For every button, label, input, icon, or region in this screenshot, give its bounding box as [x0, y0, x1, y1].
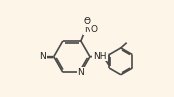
Text: O: O	[84, 17, 91, 26]
Text: −: −	[83, 15, 89, 24]
Text: N: N	[39, 52, 46, 61]
Text: O: O	[91, 25, 98, 34]
Text: +: +	[87, 24, 93, 30]
Text: N: N	[77, 68, 84, 77]
Text: NH: NH	[93, 52, 107, 61]
Text: N: N	[84, 25, 91, 34]
